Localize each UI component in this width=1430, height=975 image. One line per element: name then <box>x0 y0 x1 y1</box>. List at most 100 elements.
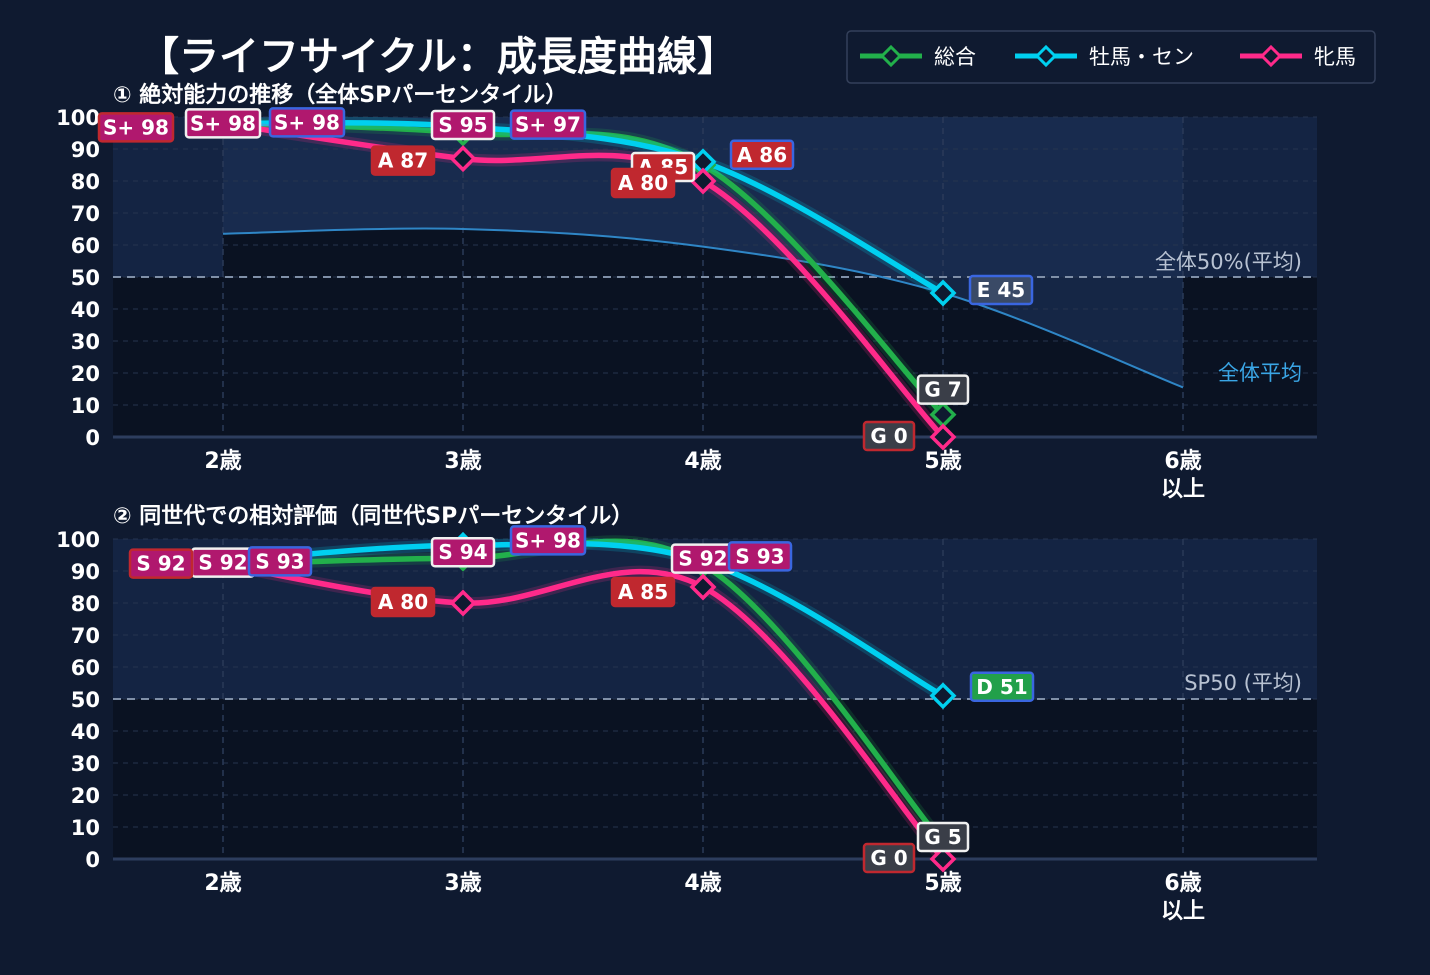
legend-item: 牡馬・セン <box>1015 44 1194 69</box>
data-label-text: G 0 <box>870 846 907 870</box>
data-label-box <box>97 112 175 143</box>
y-tick-label: 40 <box>71 720 100 744</box>
average-line <box>222 227 1184 389</box>
data-label-box <box>370 145 436 176</box>
data-label-text: G 0 <box>870 424 907 448</box>
y-tick-label: 40 <box>71 298 100 322</box>
data-label: S 92 <box>670 543 736 574</box>
legend-diamond-icon <box>1259 44 1283 68</box>
data-label-text: A 85 <box>618 580 668 604</box>
legend-item: 牝馬 <box>1240 44 1356 69</box>
data-label: A 80 <box>370 586 436 618</box>
legend-box <box>846 30 1376 84</box>
data-label-text: A 86 <box>737 143 787 167</box>
data-label: S+ 98 <box>97 112 175 143</box>
x-tick-label: 2歳 <box>204 871 241 896</box>
y-tick-label: 20 <box>71 362 100 386</box>
legend: 総合 牡馬・セン 牝馬 <box>846 30 1376 84</box>
y-tick-label: 0 <box>85 848 100 872</box>
data-label: A 87 <box>370 145 436 176</box>
data-point-marker <box>449 589 477 617</box>
series-line <box>220 540 946 699</box>
legend-label: 牡馬・セン <box>1089 45 1194 69</box>
data-label-text: G 7 <box>924 378 961 402</box>
data-label-box <box>916 821 970 853</box>
data-label: S 93 <box>727 541 793 572</box>
data-label-box <box>968 274 1034 306</box>
data-label-box <box>727 541 793 572</box>
data-label-box <box>247 546 313 577</box>
data-label-box <box>370 586 436 618</box>
y-tick-label: 10 <box>71 816 100 840</box>
data-label-text: S+ 98 <box>190 111 256 135</box>
data-label-text: A 87 <box>378 149 428 173</box>
x-tick-label: 3歳 <box>444 871 481 896</box>
data-point-marker <box>449 145 477 173</box>
x-tick-label: 3歳 <box>444 449 481 474</box>
legend-label: 牝馬 <box>1314 45 1356 69</box>
y-tick-label: 10 <box>71 394 100 418</box>
y-tick-label: 80 <box>71 592 100 616</box>
data-label-box <box>509 109 587 140</box>
data-label-box <box>268 107 346 138</box>
y-tick-label: 70 <box>71 202 100 226</box>
data-label-text: S+ 98 <box>515 528 581 552</box>
legend-item: 総合 <box>860 44 976 69</box>
data-label: A 85 <box>610 576 676 608</box>
series-line <box>220 120 946 440</box>
x-tick-label: 6歳以上 <box>1161 449 1205 502</box>
y-tick-label: 30 <box>71 752 100 776</box>
y-tick-label: 50 <box>71 688 100 712</box>
data-label-text: S 93 <box>255 549 304 573</box>
data-label: G 0 <box>862 420 916 452</box>
data-label-text: S 93 <box>735 544 784 568</box>
data-label-box <box>184 108 262 139</box>
y-tick-label: 50 <box>71 266 100 290</box>
y-tick-label: 60 <box>71 234 100 258</box>
data-label: S 93 <box>247 546 313 577</box>
data-label-box <box>128 548 194 579</box>
lower-zone <box>113 699 1317 859</box>
y-tick-label: 70 <box>71 624 100 648</box>
x-tick-label: 2歳 <box>204 449 241 474</box>
chart-panel-2: SP50 (平均) ② 同世代での相対評価（同世代SPパーセンタイル） 0 10 20 3… <box>56 503 1317 924</box>
x-tick-label: 5歳 <box>924 871 961 896</box>
data-label: S 94 <box>430 536 496 568</box>
data-label: E 45 <box>968 274 1034 306</box>
y-tick-label: 90 <box>71 560 100 584</box>
data-point-marker <box>929 279 957 307</box>
data-point-marker <box>689 167 717 195</box>
main-title: 【ライフサイクル：成長度曲線】 <box>139 34 737 80</box>
data-label-text: E 45 <box>977 278 1025 302</box>
data-point-marker <box>689 573 717 601</box>
data-label-text: A 80 <box>618 171 668 195</box>
reference-label: SP50 (平均) <box>1184 671 1302 695</box>
data-label: G 0 <box>862 842 916 874</box>
data-label-box <box>916 374 970 405</box>
data-label-text: S 94 <box>438 540 487 564</box>
y-tick-label: 100 <box>56 528 100 552</box>
data-point-marker <box>929 845 957 873</box>
data-label-box <box>509 525 587 556</box>
data-label: S 92 <box>128 548 194 579</box>
data-label-text: S 95 <box>438 113 487 137</box>
data-label-box <box>430 536 496 568</box>
data-label: S+ 98 <box>184 108 262 139</box>
y-tick-label: 90 <box>71 138 100 162</box>
data-label-box <box>862 420 916 452</box>
data-label-text: S 92 <box>678 547 727 571</box>
series-line <box>220 538 946 846</box>
y-tick-label: 20 <box>71 784 100 808</box>
data-label-text: S+ 97 <box>515 113 581 137</box>
legend-diamond-icon <box>879 44 903 68</box>
x-tick-label: 4歳 <box>684 449 721 474</box>
legend-label: 総合 <box>934 45 976 69</box>
legend-diamond-icon <box>1034 44 1058 68</box>
average-label: 全体平均 <box>1218 361 1302 385</box>
data-label-box <box>610 576 676 608</box>
data-label-text: S+ 98 <box>103 115 169 139</box>
data-point-marker <box>929 682 957 710</box>
data-label-box <box>862 842 916 874</box>
panel-title: ① 絶対能力の推移（全体SPパーセンタイル） <box>113 82 567 108</box>
